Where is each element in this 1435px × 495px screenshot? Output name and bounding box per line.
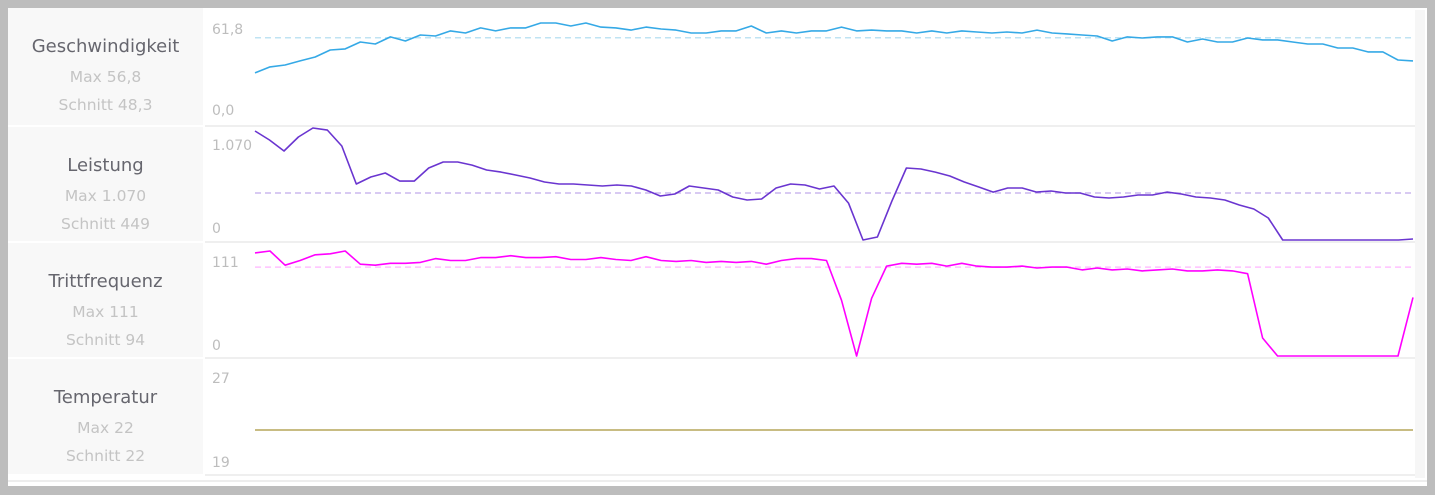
row-divider [205, 474, 1415, 476]
cadence-chart[interactable]: 111 0 [205, 243, 1415, 357]
power-y-min-tick: 0 [212, 221, 221, 237]
divider [8, 480, 1427, 482]
speed-plot [254, 22, 1414, 74]
speed-title: Geschwindigkeit [31, 36, 180, 57]
speed-y-max-tick: 61,8 [212, 22, 244, 38]
scrollbar-track[interactable] [1415, 10, 1425, 478]
cadence-average: Schnitt 94 [65, 331, 146, 349]
temperature-average: Schnitt 22 [65, 447, 146, 465]
power-series-line [254, 127, 1414, 241]
power-row: Leistung Max 1.070 Schnitt 449 1.070 0 [8, 127, 1415, 243]
speed-series-line [254, 22, 1414, 74]
cadence-row: Trittfrequenz Max 111 Schnitt 94 111 0 [8, 243, 1415, 359]
power-chart[interactable]: 1.070 0 [205, 127, 1415, 241]
cadence-y-min-tick: 0 [212, 338, 221, 354]
power-y-max-tick: 1.070 [212, 138, 253, 154]
power-average: Schnitt 449 [61, 215, 150, 233]
temperature-chart[interactable]: 27 19 [205, 359, 1415, 474]
cadence-y-max-tick: 111 [212, 255, 239, 271]
power-max: Max 1.070 [64, 187, 147, 205]
speed-row: Geschwindigkeit Max 56,8 Schnitt 48,3 61… [8, 8, 1415, 127]
speed-label-panel: Geschwindigkeit Max 56,8 Schnitt 48,3 [8, 8, 203, 125]
power-plot [254, 127, 1414, 241]
cadence-title: Trittfrequenz [48, 271, 163, 292]
temperature-max: Max 22 [77, 419, 134, 437]
power-label-panel: Leistung Max 1.070 Schnitt 449 [8, 127, 203, 241]
speed-average: Schnitt 48,3 [58, 96, 153, 114]
temperature-y-min-tick: 19 [212, 455, 230, 471]
row-divider [205, 241, 1415, 243]
speed-chart[interactable]: 61,8 0,0 [205, 8, 1415, 125]
temperature-y-max-tick: 27 [212, 371, 230, 387]
cadence-label-panel: Trittfrequenz Max 111 Schnitt 94 [8, 243, 203, 357]
temperature-row: Temperatur Max 22 Schnitt 22 27 19 [8, 359, 1415, 476]
speed-y-min-tick: 0,0 [212, 103, 235, 119]
row-divider [205, 125, 1415, 127]
speed-max: Max 56,8 [69, 68, 142, 86]
temperature-title: Temperatur [53, 387, 158, 408]
cadence-series-line [254, 250, 1414, 357]
cadence-max: Max 111 [72, 303, 139, 321]
temperature-plot [255, 429, 1413, 431]
cadence-plot [254, 250, 1414, 357]
activity-charts-panel: Geschwindigkeit Max 56,8 Schnitt 48,3 61… [8, 8, 1427, 486]
row-divider [205, 357, 1415, 359]
temperature-label-panel: Temperatur Max 22 Schnitt 22 [8, 359, 203, 474]
power-title: Leistung [67, 155, 144, 176]
